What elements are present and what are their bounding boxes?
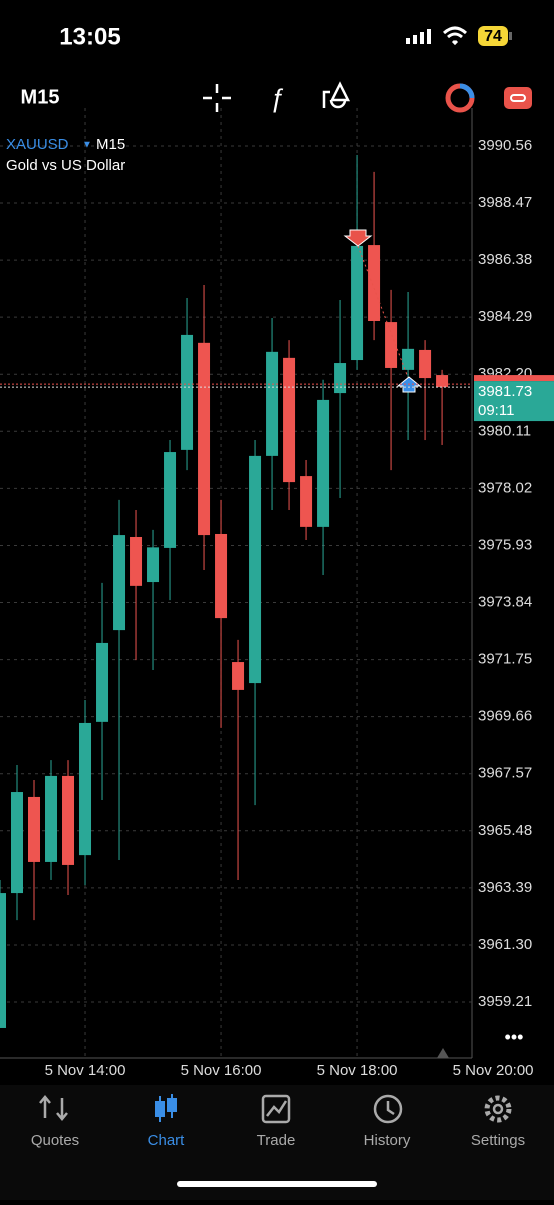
y-tick-label: 3984.29: [478, 308, 532, 325]
y-tick-label: 3969.66: [478, 708, 532, 725]
battery: [478, 26, 508, 46]
bar-countdown: 09:11: [478, 402, 514, 419]
price-tag: [474, 381, 554, 422]
quotes-icon[interactable]: [39, 1095, 68, 1121]
signal: [406, 29, 431, 44]
tab-label[interactable]: History: [364, 1132, 411, 1149]
settings-hub: [492, 1103, 504, 1115]
trade-tab-line: [266, 1100, 288, 1117]
symbol-dropdown[interactable]: ▼: [82, 140, 92, 151]
y-tick-label: 3971.75: [478, 651, 532, 668]
candle-body: [147, 547, 160, 583]
x-tick-label: 5 Nov 20:00: [453, 1062, 534, 1079]
candle-body: [419, 349, 432, 379]
clock: 13:05: [59, 23, 120, 50]
sell-marker: [343, 229, 373, 247]
candle-body: [79, 722, 92, 856]
y-tick-label: 3990.56: [478, 137, 532, 154]
candle-body: [436, 375, 449, 388]
candle-body: [368, 245, 381, 321]
candle-body: [96, 642, 109, 722]
candle-body: [113, 535, 126, 631]
symbol[interactable]: XAUUSD: [6, 136, 69, 153]
chart-icon[interactable]: [155, 1094, 177, 1122]
x-tick-label: 5 Nov 16:00: [181, 1062, 262, 1079]
more-button[interactable]: •••: [505, 1027, 524, 1047]
candle-body: [232, 662, 245, 690]
battery-level: 74: [484, 28, 502, 45]
candle-body: [62, 775, 75, 865]
candle-body: [402, 348, 415, 370]
y-tick-label: 3961.30: [478, 936, 532, 953]
candle-body: [11, 792, 24, 894]
x-tick-label: 5 Nov 14:00: [45, 1062, 126, 1079]
wifi: [442, 26, 468, 46]
candle-body: [317, 399, 330, 527]
candle-body: [215, 533, 228, 619]
y-tick-label: 3986.38: [478, 251, 532, 268]
indicators-icon[interactable]: ƒ: [270, 83, 284, 113]
candle-body: [351, 245, 364, 361]
tab-label[interactable]: Trade: [257, 1132, 296, 1149]
trade-tab-icon[interactable]: [261, 1094, 291, 1124]
timeframe-button[interactable]: M15: [21, 86, 60, 108]
y-tick-label: 3959.21: [478, 993, 532, 1010]
y-tick-label: 3978.02: [478, 479, 532, 496]
x-tick-label: 5 Nov 18:00: [317, 1062, 398, 1079]
candle-body: [385, 322, 398, 368]
trade-icon-inner: [510, 94, 526, 102]
history-hands: [386, 1101, 395, 1116]
trade-link: [357, 245, 410, 381]
oneclick-icon-part: [459, 83, 475, 99]
history-icon[interactable]: [373, 1094, 403, 1124]
ask-tag: [474, 375, 554, 382]
candle-body: [45, 775, 58, 862]
tab-bar: [0, 1085, 554, 1200]
crosshair-icon[interactable]: [203, 84, 231, 112]
y-tick-label: 3975.93: [478, 536, 532, 553]
candle-body: [266, 351, 279, 456]
plot: [0, 108, 472, 1058]
y-tick-label: 3967.57: [478, 765, 532, 782]
y-tick-label: 3988.47: [478, 194, 532, 211]
objects-icon[interactable]: [322, 81, 351, 109]
tab-label[interactable]: Settings: [471, 1132, 525, 1149]
home-indicator: [177, 1181, 377, 1187]
shift-marker[interactable]: [437, 1048, 449, 1058]
candle-body: [181, 334, 194, 450]
y-tick-label: 3965.48: [478, 822, 532, 839]
y-tick-label: 3973.84: [478, 593, 532, 610]
y-tick-label: 3980.11: [478, 422, 531, 439]
trade-icon[interactable]: [504, 87, 532, 109]
symbol-description: Gold vs US Dollar: [6, 157, 125, 174]
chart-timeframe: M15: [96, 136, 125, 153]
candle-body: [0, 893, 6, 1028]
candle-body: [300, 476, 313, 527]
candle-body: [198, 342, 211, 536]
candle-body: [249, 455, 262, 684]
candle-body: [164, 452, 177, 548]
current-price: 3981.73: [478, 383, 532, 400]
candle-body: [130, 536, 143, 586]
candle-body: [28, 796, 41, 862]
tab-label[interactable]: Quotes: [31, 1132, 79, 1149]
candle-body: [334, 363, 347, 394]
battery-tip: [509, 32, 512, 40]
tab-label[interactable]: Chart: [148, 1132, 186, 1149]
y-tick-label: 3963.39: [478, 879, 532, 896]
candle-body: [283, 357, 296, 483]
settings-icon[interactable]: [484, 1095, 512, 1123]
